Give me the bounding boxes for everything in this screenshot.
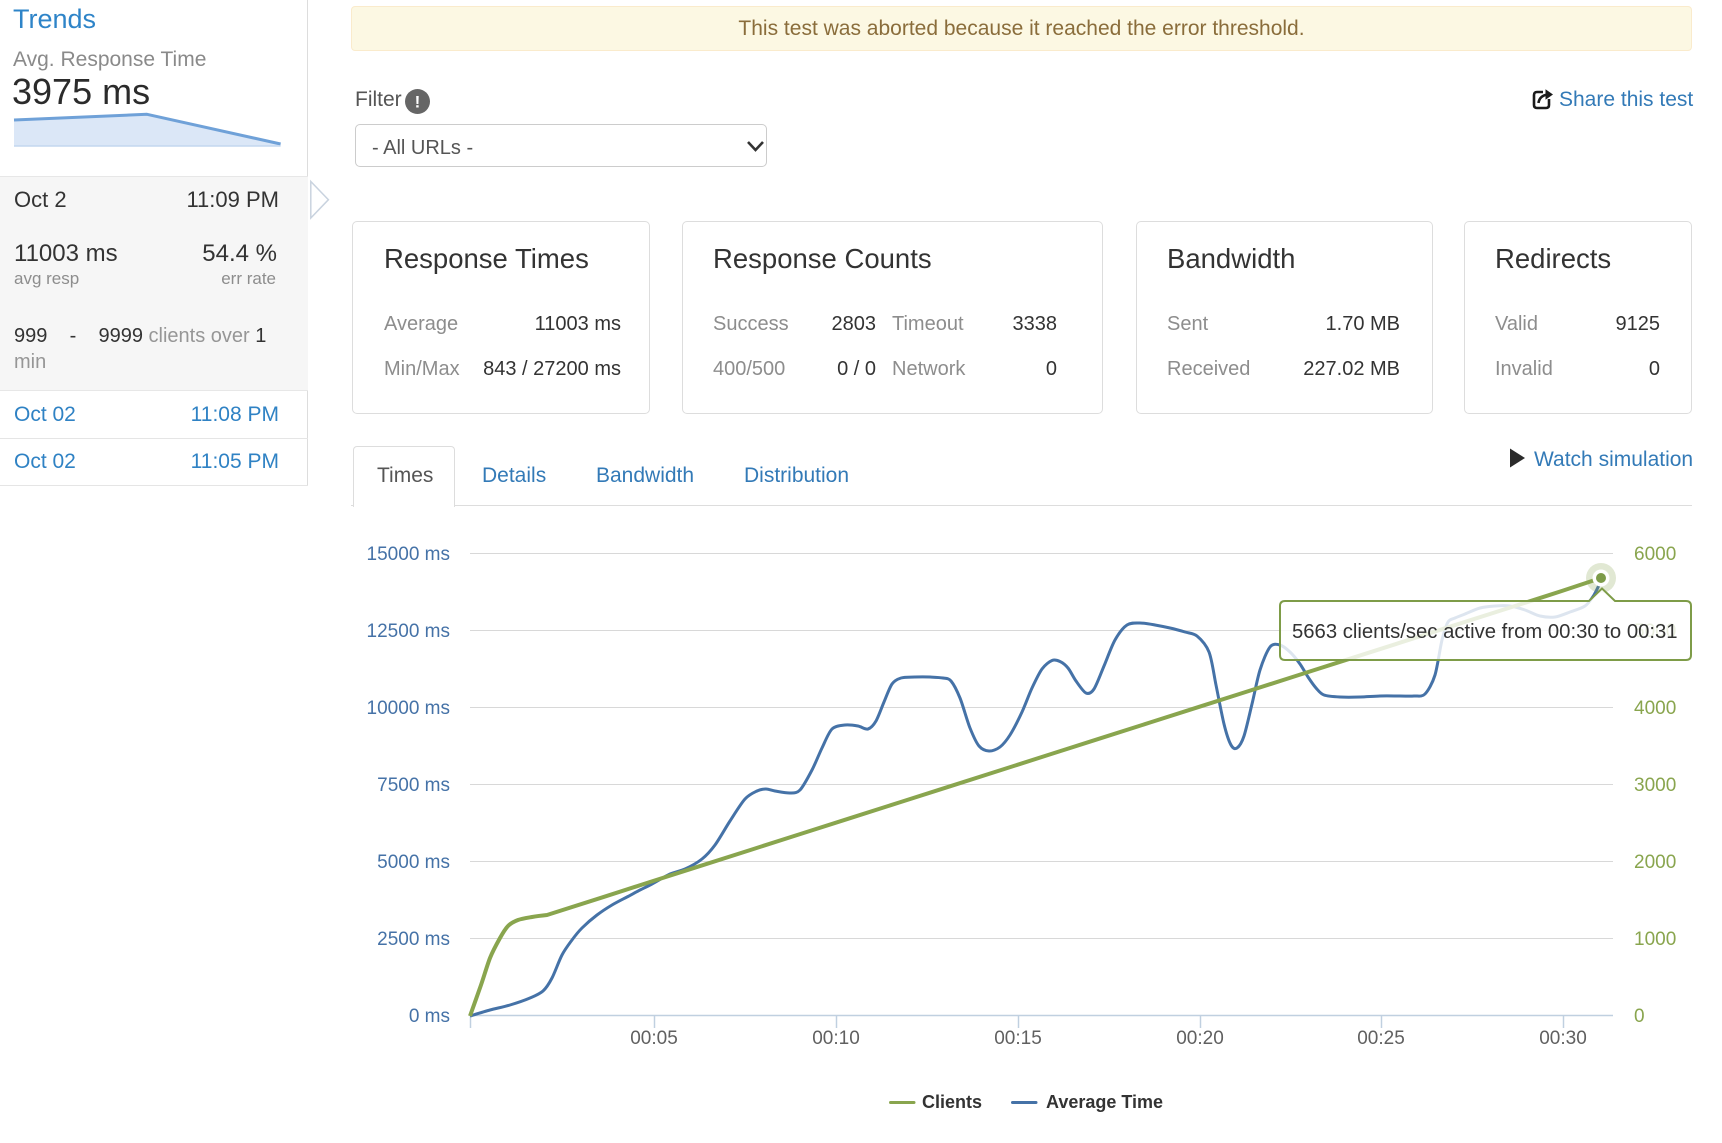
svg-text:15000 ms: 15000 ms [367,544,450,565]
svg-text:10000 ms: 10000 ms [367,698,450,719]
svg-text:4000: 4000 [1634,698,1676,719]
svg-text:1000: 1000 [1634,929,1676,950]
svg-text:Average Time: Average Time [1046,1092,1163,1112]
svg-text:2500 ms: 2500 ms [377,929,450,950]
svg-text:Clients: Clients [922,1092,982,1112]
svg-text:00:15: 00:15 [994,1028,1042,1049]
svg-text:00:10: 00:10 [812,1028,860,1049]
svg-text:0: 0 [1634,1006,1645,1027]
svg-text:0 ms: 0 ms [409,1006,450,1027]
svg-text:3000: 3000 [1634,775,1676,796]
svg-text:7500 ms: 7500 ms [377,775,450,796]
svg-text:00:30: 00:30 [1539,1028,1587,1049]
svg-text:!: ! [415,93,421,112]
svg-text:5000 ms: 5000 ms [377,852,450,873]
svg-text:5663 clients/sec active from 0: 5663 clients/sec active from 00:30 to 00… [1292,621,1678,643]
svg-text:00:25: 00:25 [1357,1028,1405,1049]
svg-text:00:05: 00:05 [630,1028,678,1049]
svg-text:6000: 6000 [1634,544,1676,565]
svg-text:2000: 2000 [1634,852,1676,873]
svg-text:00:20: 00:20 [1176,1028,1224,1049]
svg-text:12500 ms: 12500 ms [367,621,450,642]
